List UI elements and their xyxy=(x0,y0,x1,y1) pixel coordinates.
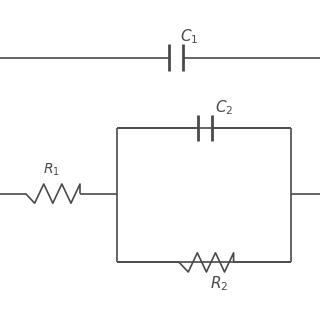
Text: $R_1$: $R_1$ xyxy=(43,161,60,178)
Text: $C_1$: $C_1$ xyxy=(180,28,198,46)
Text: $C_2$: $C_2$ xyxy=(215,98,233,116)
Text: $R_2$: $R_2$ xyxy=(210,274,228,292)
